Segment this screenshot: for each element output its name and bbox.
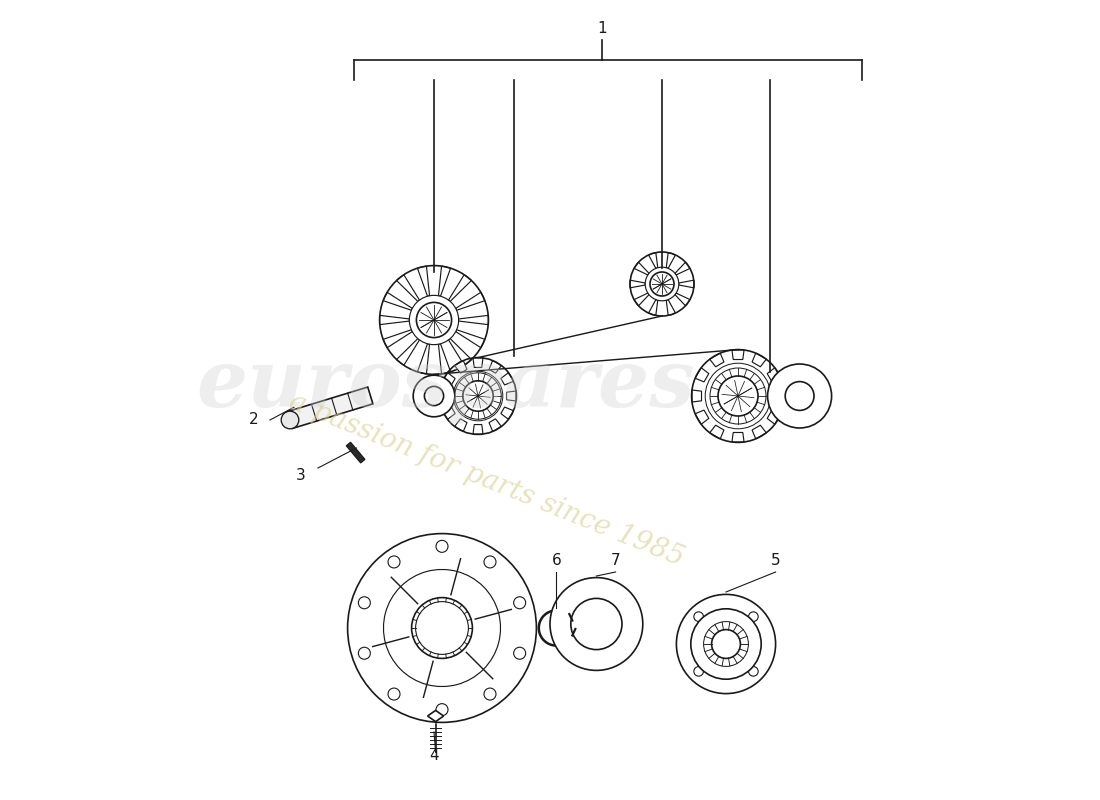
Polygon shape [490,361,502,373]
Text: 6: 6 [551,553,561,568]
Polygon shape [667,300,675,315]
Polygon shape [675,262,690,275]
Polygon shape [397,338,419,366]
Polygon shape [752,353,767,367]
Circle shape [388,556,400,568]
Polygon shape [500,373,514,385]
Circle shape [676,594,776,694]
Polygon shape [439,266,451,296]
Polygon shape [695,368,708,382]
Circle shape [282,411,299,429]
Polygon shape [774,390,784,402]
Polygon shape [379,315,409,325]
Circle shape [414,375,454,417]
Circle shape [650,272,674,296]
Circle shape [646,267,679,301]
Circle shape [388,688,400,700]
Circle shape [359,597,371,609]
Polygon shape [710,425,724,439]
Circle shape [571,598,621,650]
Polygon shape [630,280,646,288]
Polygon shape [732,350,744,359]
Circle shape [463,381,493,411]
Circle shape [436,540,448,552]
Polygon shape [634,293,649,306]
Polygon shape [442,407,455,419]
Circle shape [749,612,758,622]
Polygon shape [675,293,690,306]
Circle shape [484,556,496,568]
Circle shape [768,364,832,428]
Polygon shape [692,390,702,402]
Polygon shape [455,330,485,348]
Polygon shape [473,358,483,367]
Polygon shape [507,391,516,401]
Polygon shape [473,425,483,434]
Polygon shape [710,353,724,367]
Polygon shape [649,253,658,268]
Polygon shape [634,262,649,275]
Polygon shape [442,373,455,385]
Text: 5: 5 [771,553,780,568]
Polygon shape [732,433,744,442]
Circle shape [691,609,761,679]
Polygon shape [346,442,365,463]
Polygon shape [383,330,412,348]
Text: 2: 2 [249,413,258,427]
Polygon shape [767,410,781,424]
Text: 3: 3 [296,469,306,483]
Circle shape [453,371,503,421]
Polygon shape [287,387,373,429]
Text: eurospares: eurospares [197,346,695,422]
Circle shape [712,630,740,658]
Polygon shape [454,361,467,373]
Circle shape [348,534,537,722]
Text: 7: 7 [610,553,620,568]
Circle shape [694,666,703,676]
Polygon shape [459,315,488,325]
Polygon shape [417,344,429,374]
Circle shape [416,602,469,654]
Polygon shape [397,274,419,302]
Polygon shape [767,368,781,382]
Circle shape [425,386,443,406]
Circle shape [409,295,459,345]
Circle shape [514,647,526,659]
Circle shape [705,363,771,429]
Polygon shape [428,710,443,722]
Circle shape [436,704,448,716]
Circle shape [411,598,472,658]
Circle shape [514,597,526,609]
Polygon shape [695,410,708,424]
Circle shape [694,612,703,622]
Polygon shape [454,419,467,431]
Polygon shape [649,300,658,315]
Circle shape [785,382,814,410]
Polygon shape [667,253,675,268]
Circle shape [359,647,371,659]
Circle shape [749,666,758,676]
Polygon shape [455,292,485,310]
Polygon shape [449,338,472,366]
Polygon shape [439,344,451,374]
Circle shape [484,688,496,700]
Circle shape [718,376,758,416]
Circle shape [417,302,452,338]
Polygon shape [449,274,472,302]
Polygon shape [500,407,514,419]
Polygon shape [490,419,502,431]
Circle shape [550,578,642,670]
Polygon shape [440,391,450,401]
Polygon shape [752,425,767,439]
Text: 4: 4 [429,748,439,763]
Polygon shape [383,292,412,310]
Text: 1: 1 [597,21,607,36]
Text: a passion for parts since 1985: a passion for parts since 1985 [285,388,688,572]
Polygon shape [679,280,694,288]
Polygon shape [417,266,429,296]
